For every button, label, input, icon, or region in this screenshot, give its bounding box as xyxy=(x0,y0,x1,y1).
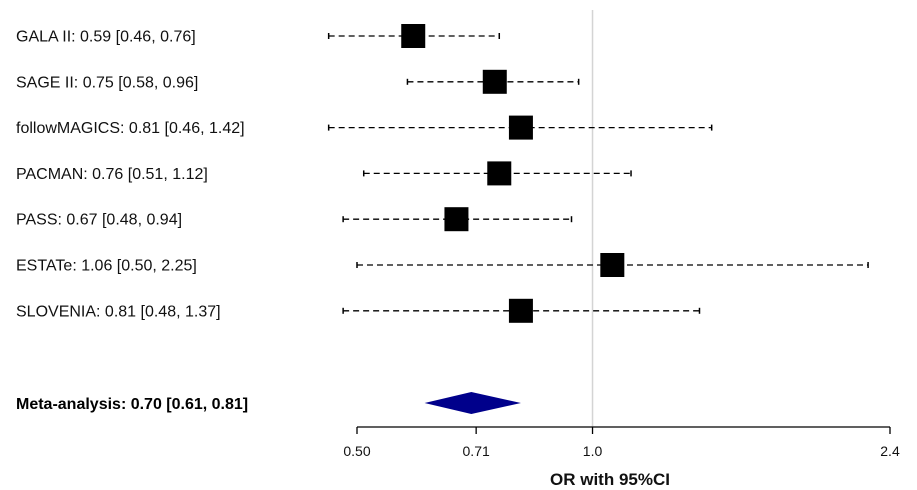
study-row: followMAGICS: 0.81 [0.46, 1.42] xyxy=(16,116,712,140)
study-label: PACMAN: 0.76 [0.51, 1.12] xyxy=(16,166,208,183)
x-tick-label: 1.0 xyxy=(583,443,603,459)
study-label: SAGE II: 0.75 [0.58, 0.96] xyxy=(16,74,198,91)
study-row: SLOVENIA: 0.81 [0.48, 1.37] xyxy=(16,299,699,323)
study-row: PASS: 0.67 [0.48, 0.94] xyxy=(16,207,571,231)
point-estimate xyxy=(401,24,425,48)
point-estimate xyxy=(487,161,511,185)
x-axis-title: OR with 95%CI xyxy=(550,470,670,489)
x-tick-label: 0.71 xyxy=(463,443,490,459)
study-label: ESTATe: 1.06 [0.50, 2.25] xyxy=(16,258,197,275)
x-tick-label: 0.50 xyxy=(343,443,370,459)
study-label: PASS: 0.67 [0.48, 0.94] xyxy=(16,212,182,229)
point-estimate xyxy=(509,116,533,140)
study-row: ESTATe: 1.06 [0.50, 2.25] xyxy=(16,253,868,277)
study-row: GALA II: 0.59 [0.46, 0.76] xyxy=(16,24,499,48)
study-label: SLOVENIA: 0.81 [0.48, 1.37] xyxy=(16,303,221,320)
point-estimate xyxy=(509,299,533,323)
x-tick-label: 2.4 xyxy=(880,443,900,459)
meta-analysis-diamond xyxy=(425,392,521,414)
study-row: SAGE II: 0.75 [0.58, 0.96] xyxy=(16,70,579,94)
point-estimate xyxy=(600,253,624,277)
study-row: PACMAN: 0.76 [0.51, 1.12] xyxy=(16,161,631,185)
meta-analysis-label: Meta-analysis: 0.70 [0.61, 0.81] xyxy=(16,396,248,413)
study-label: followMAGICS: 0.81 [0.46, 1.42] xyxy=(16,120,245,137)
point-estimate xyxy=(444,207,468,231)
study-label: GALA II: 0.59 [0.46, 0.76] xyxy=(16,29,196,46)
point-estimate xyxy=(483,70,507,94)
